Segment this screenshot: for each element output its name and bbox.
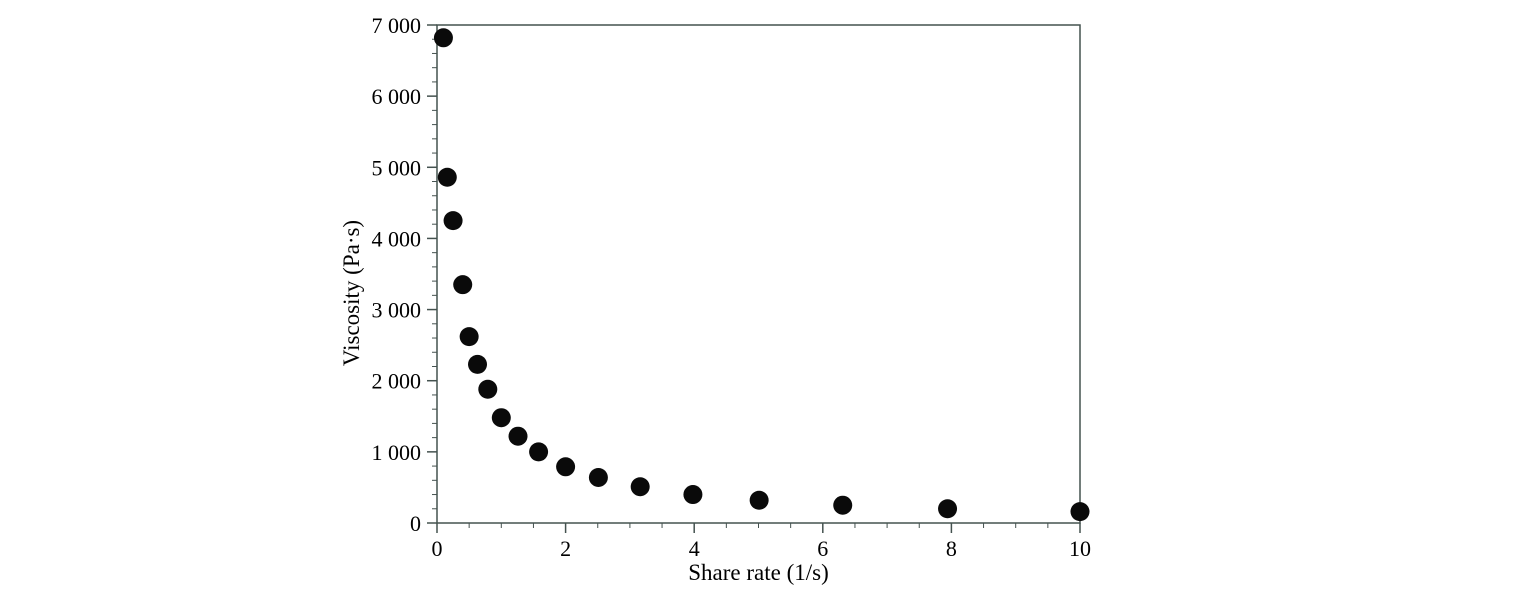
data-point	[588, 467, 608, 487]
data-point	[491, 408, 511, 428]
data-point	[749, 490, 769, 510]
x-tick-label: 0	[432, 536, 443, 561]
data-point	[443, 211, 463, 231]
x-tick-label: 8	[946, 536, 957, 561]
y-tick-label: 1 000	[372, 440, 422, 465]
data-point	[508, 426, 528, 446]
data-point	[437, 167, 457, 187]
y-axis-title: Viscosity (Pa·s)	[339, 219, 364, 367]
y-tick-label: 7 000	[372, 13, 422, 38]
data-point	[453, 275, 473, 295]
data-point	[683, 485, 703, 505]
y-tick-label: 5 000	[372, 155, 422, 180]
y-tick-label: 6 000	[372, 84, 422, 109]
data-point	[833, 495, 853, 515]
y-tick-label: 3 000	[372, 298, 422, 323]
x-tick-label: 4	[689, 536, 700, 561]
y-tick-label: 2 000	[372, 369, 422, 394]
y-tick-label: 0	[410, 511, 421, 536]
y-tick-label: 4 000	[372, 226, 422, 251]
data-point	[433, 28, 453, 48]
data-point	[556, 457, 576, 477]
x-tick-label: 6	[817, 536, 828, 561]
data-point	[1070, 502, 1090, 522]
x-tick-label: 10	[1069, 536, 1091, 561]
data-point	[478, 379, 498, 399]
data-point	[459, 327, 479, 347]
data-point	[468, 354, 488, 374]
x-axis-title: Share rate (1/s)	[688, 560, 829, 585]
data-point	[529, 442, 549, 462]
data-point	[938, 499, 958, 519]
x-tick-label: 2	[560, 536, 571, 561]
data-point	[630, 477, 650, 497]
